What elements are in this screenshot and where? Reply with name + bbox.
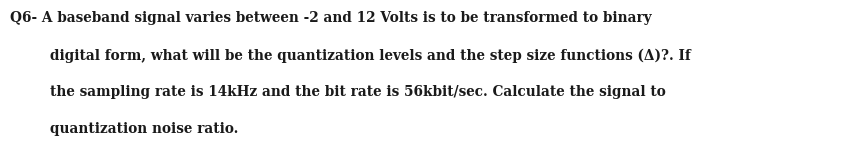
Text: digital form, what will be the quantization levels and the step size functions (: digital form, what will be the quantizat… bbox=[50, 48, 691, 63]
Text: the sampling rate is 14kHz and the bit rate is 56kbit/sec. Calculate the signal : the sampling rate is 14kHz and the bit r… bbox=[50, 85, 665, 99]
Text: Q6- A baseband signal varies between -2 and 12 Volts is to be transformed to bin: Q6- A baseband signal varies between -2 … bbox=[10, 12, 652, 25]
Text: quantization noise ratio.: quantization noise ratio. bbox=[50, 122, 238, 136]
